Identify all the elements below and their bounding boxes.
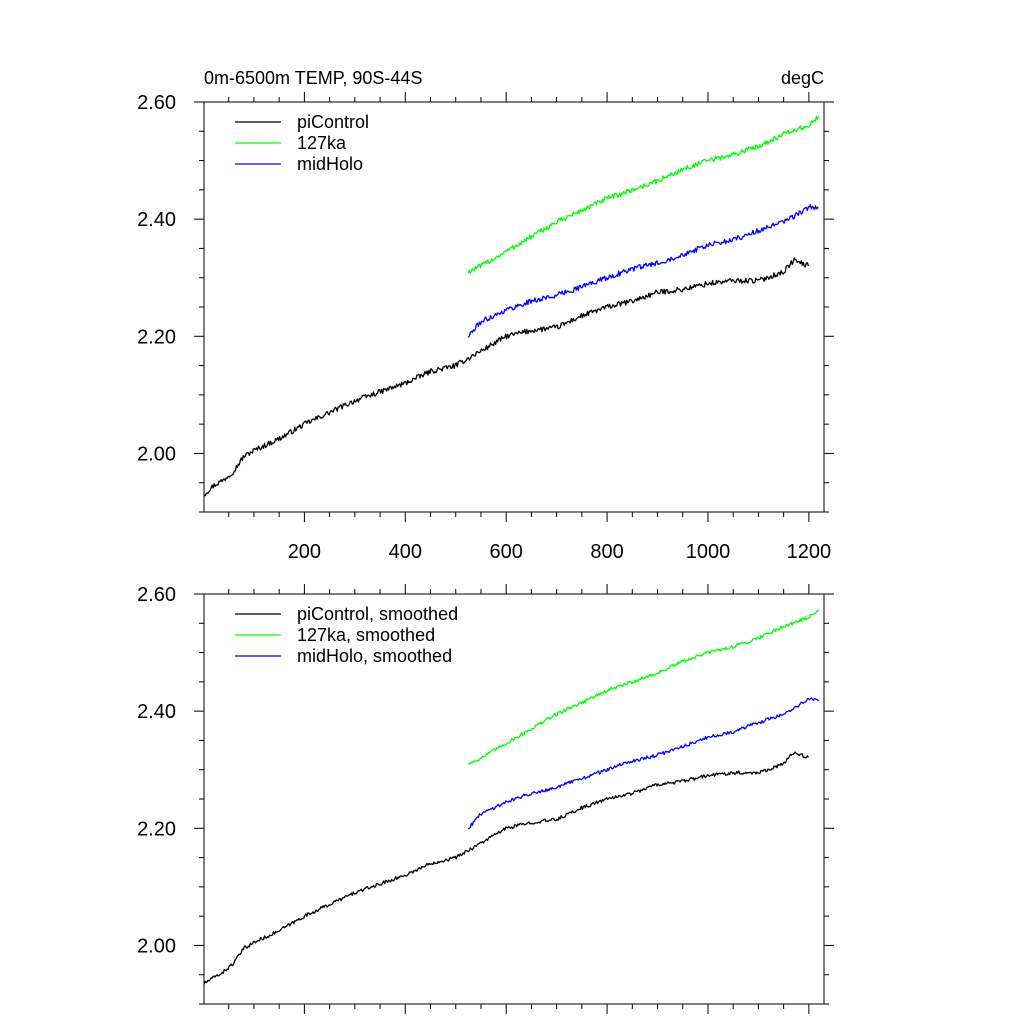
y-tick-label: 2.00 [137, 443, 176, 465]
y-tick-label: 2.40 [137, 701, 176, 723]
x-tick-label: 200 [288, 541, 321, 563]
panel-bottom: 2.00 2.20 2.40 2.60 piControl, smoothed127ka… [137, 584, 834, 1014]
series-line [467, 697, 820, 830]
series-line [203, 751, 809, 985]
legend-label: 127ka, smoothed [297, 625, 435, 645]
legend-label: piControl [297, 112, 369, 132]
x-tick-label: 1000 [686, 541, 731, 563]
series-line [467, 609, 820, 766]
y-tick-label: 2.60 [137, 92, 176, 114]
panel-top: 2.00 2.20 2.40 2.60 200 400 600 800 1000 1200 piCo… [137, 92, 834, 563]
legend-label: midHolo [297, 154, 363, 174]
legend-label: 127ka [297, 133, 347, 153]
y-tick-label: 2.40 [137, 209, 176, 231]
x-tick-label: 400 [389, 541, 422, 563]
series-line [467, 204, 819, 338]
y-tick-label: 2.00 [137, 935, 176, 957]
legend-label: midHolo, smoothed [297, 646, 452, 666]
chart-title: 0m-6500m TEMP, 90S-44S [204, 68, 422, 88]
units-label: degC [781, 68, 824, 88]
series-line [467, 115, 820, 275]
x-tick-label: 1200 [787, 541, 832, 563]
legend-label: piControl, smoothed [297, 604, 458, 624]
series-line [203, 257, 810, 497]
x-tick-label: 600 [489, 541, 522, 563]
y-tick-label: 2.20 [137, 326, 176, 348]
y-tick-label: 2.60 [137, 584, 176, 606]
x-tick-label: 800 [590, 541, 623, 563]
y-tick-label: 2.20 [137, 818, 176, 840]
